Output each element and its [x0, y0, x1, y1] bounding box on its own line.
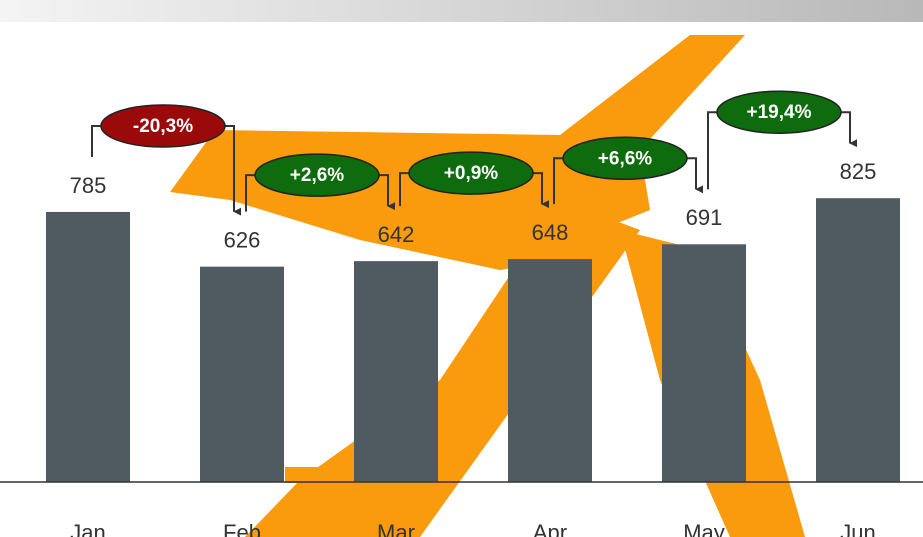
- bar: [200, 267, 284, 482]
- bar: [354, 261, 438, 482]
- x-tick-label: Jun: [840, 520, 875, 537]
- value-label: 691: [686, 205, 723, 230]
- chart: 785 626 642 648 691 825 -20,3% +2,6% +0,9% +6,6% +…: [0, 0, 923, 537]
- value-label: 642: [378, 222, 415, 247]
- change-label: +19,4%: [747, 102, 812, 123]
- x-tick-label: Mar: [377, 520, 415, 537]
- bar: [46, 212, 130, 482]
- change-label: -20,3%: [133, 116, 193, 137]
- change-label: +6,6%: [598, 148, 653, 169]
- change-label: +2,6%: [290, 165, 345, 186]
- x-tick-label: Apr: [533, 520, 567, 537]
- bar: [508, 259, 592, 482]
- header-bar: [0, 0, 923, 22]
- change-label: +0,9%: [444, 163, 499, 184]
- x-tick-label: Feb: [223, 520, 261, 537]
- bar: [816, 198, 900, 482]
- value-label: 648: [532, 220, 569, 245]
- value-label: 626: [224, 227, 261, 252]
- x-tick-label: Jan: [70, 520, 105, 537]
- value-label: 825: [840, 159, 877, 184]
- bar: [662, 244, 746, 482]
- value-label: 785: [70, 173, 107, 198]
- x-tick-label: May: [683, 520, 725, 537]
